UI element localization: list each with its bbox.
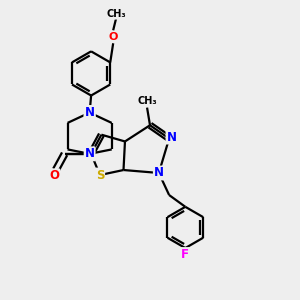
Text: N: N bbox=[85, 147, 94, 160]
Text: CH₃: CH₃ bbox=[106, 9, 126, 19]
Text: N: N bbox=[85, 106, 94, 119]
Text: F: F bbox=[181, 248, 189, 261]
Text: N: N bbox=[154, 167, 164, 179]
Text: N: N bbox=[167, 130, 176, 143]
Text: CH₃: CH₃ bbox=[137, 96, 157, 106]
Text: O: O bbox=[49, 169, 59, 182]
Text: O: O bbox=[109, 32, 118, 42]
Text: N: N bbox=[85, 106, 94, 119]
Text: S: S bbox=[96, 169, 104, 182]
